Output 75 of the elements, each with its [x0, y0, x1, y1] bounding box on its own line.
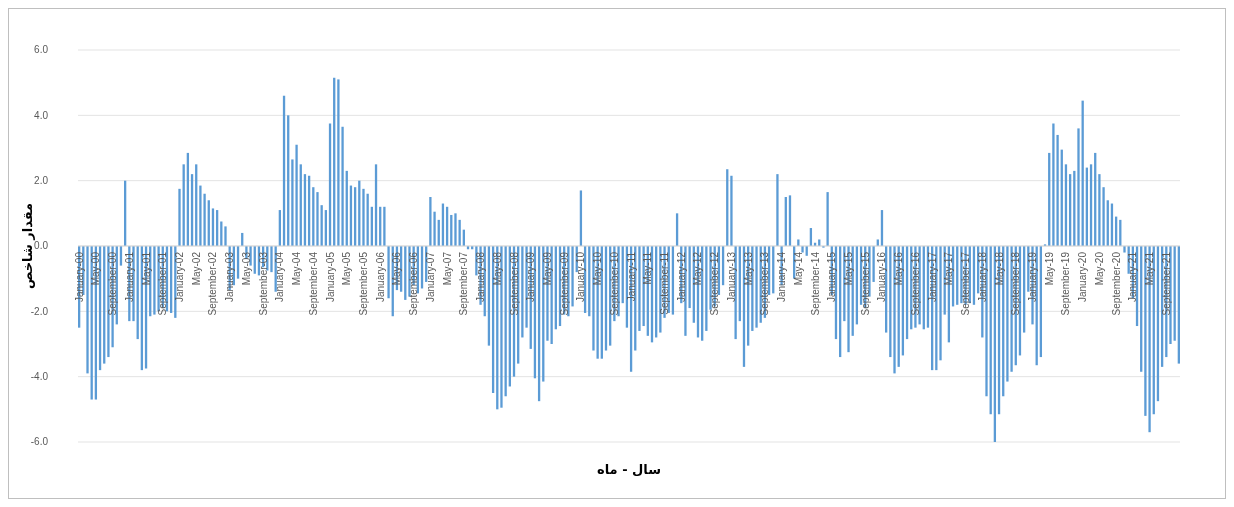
x-tick-label: September-02 — [207, 251, 219, 316]
x-tick-label: January-12 — [675, 251, 687, 303]
y-tick-label: 0.0 — [34, 240, 49, 252]
x-tick-label: January-02 — [174, 251, 185, 303]
x-tick-label: September-15 — [859, 251, 871, 316]
x-tick-label: September-16 — [909, 251, 921, 316]
x-tick-label: May-21 — [1144, 251, 1156, 286]
y-tick-label: -4.0 — [30, 370, 49, 382]
x-tick-label: September-08 — [508, 251, 520, 316]
x-tick-label: May-12 — [692, 251, 704, 286]
x-tick-label: January-08 — [475, 251, 487, 303]
x-tick-label: September-20 — [1110, 251, 1122, 316]
x-tick-label: September-19 — [1060, 251, 1072, 316]
x-tick-label: January-16 — [876, 251, 888, 303]
x-tick-label: May-09 — [541, 251, 553, 286]
x-tick-label: May-14 — [792, 251, 804, 286]
x-tick-label: May-20 — [1093, 251, 1105, 286]
x-tick-label: May-05 — [341, 251, 353, 286]
x-tick-label: September-01 — [157, 251, 169, 316]
x-tick-label: January-09 — [525, 251, 537, 303]
x-tick-label: January-11 — [625, 251, 637, 302]
x-tick-label: September-17 — [960, 251, 972, 316]
x-tick-label: January-17 — [926, 251, 938, 303]
x-tick-label: January-06 — [374, 251, 386, 303]
x-tick-label: September-10 — [608, 251, 620, 316]
x-tick-label: January-00 — [73, 251, 85, 303]
x-tick-label: September-03 — [257, 251, 269, 316]
x-tick-label: May-11 — [642, 251, 654, 285]
x-tick-label: January-13 — [725, 251, 737, 303]
x-tick-label: January-07 — [424, 251, 436, 303]
x-tick-label: January-03 — [224, 251, 236, 303]
x-tick-label: September-09 — [558, 251, 570, 316]
x-tick-label: May-04 — [291, 251, 303, 286]
x-tick-label: January-18 — [976, 251, 988, 303]
y-tick-label: 2.0 — [34, 174, 49, 186]
x-tick-label: January-01 — [123, 251, 135, 303]
x-tick-label: September-00 — [107, 251, 119, 316]
x-tick-label: May-03 — [240, 251, 252, 286]
x-tick-label: September-14 — [809, 251, 821, 316]
x-tick-label: May-18 — [993, 251, 1005, 286]
x-tick-label: May-07 — [441, 251, 453, 286]
x-tick-label: January-10 — [575, 251, 587, 303]
x-tick-label: September-07 — [458, 251, 470, 316]
y-tick-label: 6.0 — [34, 44, 49, 56]
x-tick-label: January-15 — [826, 251, 838, 303]
x-tick-label: September-12 — [709, 251, 721, 316]
x-tick-label: May-01 — [140, 251, 152, 286]
x-tick-label: May-16 — [893, 251, 905, 286]
y-tick-label: -2.0 — [30, 305, 49, 317]
x-tick-label: May-15 — [843, 251, 855, 286]
x-tick-label: May-08 — [491, 251, 503, 286]
x-tick-label: January-05 — [324, 251, 336, 303]
x-tick-label: January-04 — [274, 251, 286, 303]
x-tick-label: September-11 — [659, 251, 671, 315]
x-axis-title: سال - ماه — [597, 462, 661, 477]
x-tick-label: May-06 — [391, 251, 403, 286]
x-tick-label: January-21 — [1127, 251, 1139, 303]
x-tick-label: May-19 — [1043, 251, 1055, 286]
x-tick-label: May-00 — [90, 251, 102, 286]
x-tick-label: September-05 — [357, 251, 369, 316]
x-tick-label: January-20 — [1077, 251, 1089, 303]
x-tick-label: September-06 — [408, 251, 420, 316]
x-tick-label: May-02 — [190, 251, 202, 286]
x-tick-label: September-04 — [307, 251, 319, 316]
y-tick-label: 4.0 — [34, 109, 49, 121]
x-tick-label: May-13 — [742, 251, 754, 286]
x-tick-label: January-14 — [776, 251, 788, 303]
x-tick-label: May-17 — [943, 251, 955, 286]
y-axis-title: مقدار شاخص — [20, 202, 35, 290]
x-tick-label: September-21 — [1160, 251, 1172, 316]
x-tick-label: January-19 — [1027, 251, 1038, 303]
x-tick-label: September-13 — [759, 251, 771, 316]
y-tick-label: -6.0 — [30, 436, 49, 448]
x-tick-label: May-10 — [592, 251, 604, 286]
x-tick-label: September-18 — [1010, 251, 1022, 316]
